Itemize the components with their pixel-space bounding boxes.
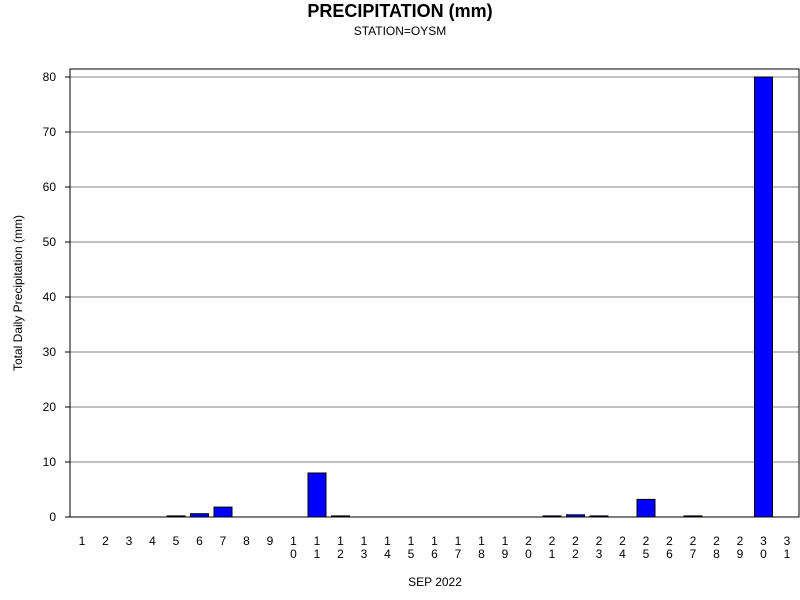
y-tick-label: 10 <box>43 455 57 469</box>
plot-frame <box>69 68 800 518</box>
y-tick-label: 80 <box>43 70 57 84</box>
x-tick-label: 4 <box>149 534 156 548</box>
x-axis-label: SEP 2022 <box>408 575 462 589</box>
gridlines <box>70 76 799 463</box>
bar-day-7 <box>213 506 233 518</box>
y-tick-label: 40 <box>43 290 57 304</box>
x-tick-label: 9 <box>267 534 274 548</box>
x-tick-label: 7 <box>220 534 227 548</box>
x-tick-label: 3 <box>126 534 133 548</box>
x-tick-label: 6 <box>196 534 203 548</box>
chart-title: PRECIPITATION (mm) <box>307 1 492 21</box>
bar-day-25 <box>636 498 656 518</box>
y-tick-label: 30 <box>43 345 57 359</box>
x-tick-label: 1 <box>79 534 86 548</box>
chart-subtitle: STATION=OYSM <box>354 24 447 38</box>
y-tick-label: 70 <box>43 125 57 139</box>
x-tick-label: 5 <box>173 534 180 548</box>
x-axis-ticks: 1 2 3 4 5 6 7 8 9 1 01 11 21 31 41 51 61 71 81 92 02 12 22 32 42… <box>79 534 791 561</box>
bar-day-30 <box>754 76 773 518</box>
y-tick-label: 60 <box>43 180 57 194</box>
y-axis-ticks: 0 10 20 30 40 50 60 70 80 <box>43 70 70 524</box>
x-tick-label: 8 <box>243 534 250 548</box>
bar-day-11 <box>307 472 327 518</box>
y-tick-label: 0 <box>49 510 56 524</box>
x-tick-label: 2 <box>102 534 109 548</box>
y-axis-label: Total Daily Precipitation (mm) <box>11 215 25 371</box>
y-tick-label: 50 <box>43 235 57 249</box>
y-tick-label: 20 <box>43 400 57 414</box>
